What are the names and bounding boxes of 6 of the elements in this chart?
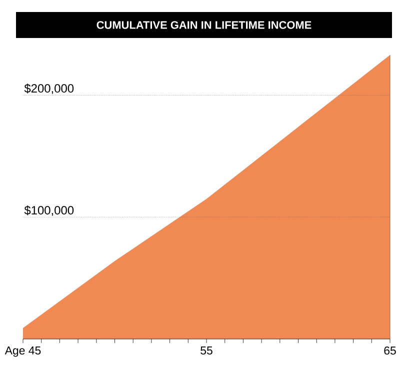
x-tick-label: 65 xyxy=(384,346,396,355)
chart-title: CUMULATIVE GAIN IN LIFETIME INCOME xyxy=(96,21,312,29)
x-tick-label: 55 xyxy=(200,346,212,355)
y-tick-label: $200,000 xyxy=(24,84,74,94)
y-tick-label: $100,000 xyxy=(24,206,74,216)
x-tick-label: Age 45 xyxy=(4,346,41,357)
